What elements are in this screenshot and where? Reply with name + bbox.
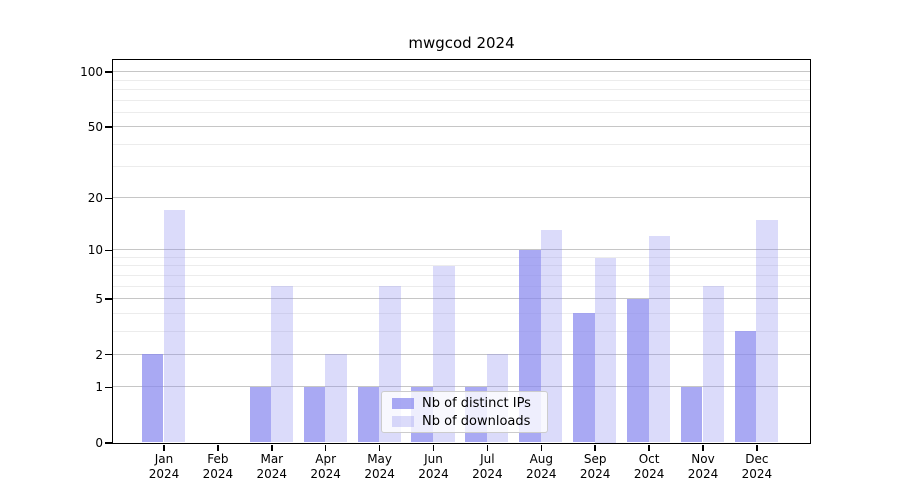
- x-tick-mark: [594, 445, 596, 451]
- minor-gridline: [112, 79, 810, 81]
- bar-distinct-ips: [734, 331, 757, 443]
- minor-gridline: [112, 166, 810, 168]
- x-tick-mark: [378, 445, 381, 451]
- legend-swatch-distinct-ips: [392, 397, 414, 409]
- bar-distinct-ips: [249, 386, 272, 443]
- minor-gridline: [112, 143, 810, 145]
- bar-downloads: [163, 210, 186, 443]
- minor-gridline: [112, 257, 810, 258]
- x-tick-mark: [271, 445, 273, 451]
- bar-downloads: [325, 354, 347, 443]
- x-tick-mark: [163, 445, 165, 451]
- minor-gridline: [112, 265, 810, 267]
- x-tick-label: Feb 2024: [202, 452, 234, 481]
- chart-title: mwgcod 2024: [408, 34, 515, 52]
- x-tick-label: Jun 2024: [418, 452, 449, 481]
- minor-gridline: [112, 274, 810, 276]
- x-tick-label: Nov 2024: [687, 452, 719, 481]
- legend-row-distinct-ips: Nb of distinct IPs: [392, 396, 547, 411]
- x-tick-mark: [702, 445, 704, 451]
- x-tick-label: Mar 2024: [256, 452, 288, 481]
- x-tick-mark: [486, 445, 489, 451]
- major-gridline: [112, 71, 810, 73]
- bar-distinct-ips: [627, 298, 649, 443]
- bar-downloads: [702, 286, 725, 443]
- x-tick-label: Sep 2024: [579, 452, 611, 481]
- x-tick-label: Jul 2024: [472, 452, 503, 481]
- legend-swatch-downloads: [392, 415, 414, 427]
- y-tick-label: 1: [95, 380, 103, 395]
- y-tick-label: 100: [80, 65, 103, 80]
- x-tick-label: Oct 2024: [633, 452, 665, 481]
- y-tick-label: 50: [87, 120, 103, 135]
- x-tick-label: May 2024: [364, 452, 395, 481]
- x-tick-mark: [648, 445, 650, 451]
- bar-distinct-ips: [680, 386, 703, 443]
- major-gridline: [112, 386, 810, 388]
- y-tick-mark: [105, 71, 112, 73]
- y-tick-mark: [105, 386, 112, 389]
- x-tick-mark: [432, 445, 435, 451]
- x-tick-label: Apr 2024: [310, 452, 341, 481]
- legend-row-downloads: Nb of downloads: [392, 414, 547, 429]
- legend-label-distinct-ips: Nb of distinct IPs: [422, 395, 531, 411]
- minor-gridline: [112, 99, 810, 101]
- x-tick-label: Aug 2024: [526, 452, 557, 481]
- x-tick-label: Dec 2024: [741, 452, 773, 481]
- major-gridline: [112, 126, 810, 128]
- minor-gridline: [112, 88, 810, 90]
- x-tick-mark: [540, 445, 543, 451]
- y-tick-mark: [105, 442, 112, 444]
- bar-downloads: [271, 286, 293, 443]
- y-tick-label: 0: [95, 436, 103, 450]
- major-gridline: [112, 249, 810, 251]
- bar-distinct-ips: [357, 386, 380, 443]
- y-tick-mark: [105, 197, 112, 200]
- y-tick-mark: [105, 353, 112, 356]
- bar-distinct-ips: [573, 313, 595, 443]
- y-tick-mark: [105, 298, 112, 300]
- x-tick-mark: [756, 445, 758, 451]
- major-gridline: [112, 298, 810, 300]
- x-tick-label: Jan 2024: [148, 452, 180, 481]
- minor-gridline: [112, 285, 810, 287]
- y-tick-label: 10: [87, 243, 103, 258]
- y-tick-label: 20: [87, 191, 103, 206]
- y-tick-label: 5: [95, 292, 103, 307]
- bar-downloads: [540, 230, 563, 443]
- minor-gridline: [112, 330, 810, 332]
- legend: Nb of distinct IPs Nb of downloads: [381, 391, 548, 433]
- x-tick-mark: [217, 445, 219, 451]
- y-tick-mark: [105, 249, 112, 252]
- bar-downloads: [648, 236, 671, 443]
- y-tick-label: 2: [95, 347, 103, 362]
- bar-distinct-ips: [141, 354, 164, 443]
- minor-gridline: [112, 312, 810, 314]
- bar-distinct-ips: [303, 386, 326, 443]
- x-tick-mark: [324, 445, 327, 451]
- bar-downloads: [594, 257, 617, 443]
- bar-downloads: [756, 219, 778, 443]
- y-tick-mark: [105, 126, 112, 128]
- major-gridline: [112, 353, 810, 355]
- minor-gridline: [112, 111, 810, 113]
- plot-area: [111, 58, 811, 444]
- major-gridline: [112, 197, 810, 199]
- legend-label-downloads: Nb of downloads: [422, 413, 531, 429]
